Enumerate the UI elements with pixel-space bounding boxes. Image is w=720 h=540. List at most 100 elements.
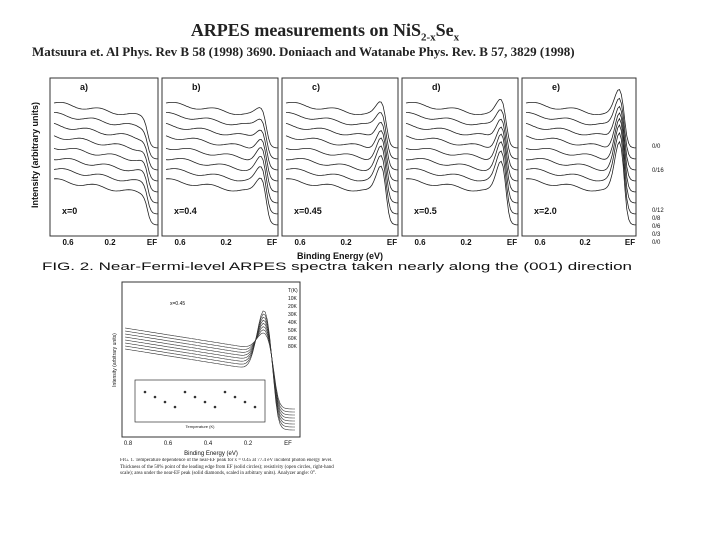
caption-box: FIG. 1. Temperature dependence of the ne… xyxy=(120,458,334,476)
x-tick-label: EF xyxy=(507,238,517,247)
spectrum-curve xyxy=(166,112,279,160)
spectrum-curve xyxy=(124,313,295,428)
panel-tag: a) xyxy=(80,82,88,92)
title-sub: x xyxy=(453,31,460,44)
spectrum-curve xyxy=(525,124,637,204)
spectrum-curve xyxy=(405,160,519,226)
spectrum-curve xyxy=(285,155,399,215)
spectrum-curve xyxy=(526,97,637,160)
panel-label: x=0.45 xyxy=(294,206,322,216)
temperature-label: 30K xyxy=(288,312,298,318)
temperature-label: 20K xyxy=(288,304,298,310)
spectrum-curve xyxy=(525,117,637,193)
x-tick-label: 0.2 xyxy=(104,238,116,247)
temperature-label: T(K) xyxy=(288,288,298,294)
panel-frame xyxy=(281,77,399,237)
temperature-label: 40K xyxy=(288,320,298,326)
spectrum-curve xyxy=(53,158,159,204)
spectrum-curve xyxy=(124,316,295,425)
spectrum-curve xyxy=(165,177,279,226)
angle-label: 0/16 xyxy=(652,168,664,174)
x-tick-label: 0.6 xyxy=(534,238,546,247)
spectrum-curve xyxy=(405,133,519,193)
x-tick-label: 0.2 xyxy=(460,238,472,247)
spectrum-curve xyxy=(124,323,295,419)
spectrum-curve xyxy=(165,102,279,149)
x-tick-label: 0.6 xyxy=(62,238,74,247)
spectrum-curve xyxy=(525,140,637,226)
temperature-label: 80K xyxy=(288,344,298,350)
spectrum-curve xyxy=(124,326,295,416)
angle-label: 0/12 xyxy=(652,208,664,214)
spectrum-curve xyxy=(286,112,399,160)
spectrum-curve xyxy=(53,135,159,182)
inset-x-label: Temperature (K) xyxy=(186,424,216,429)
spectrum-curve xyxy=(165,135,279,182)
spectrum-curve xyxy=(53,178,159,226)
x-tick-label: EF xyxy=(387,238,397,247)
x-tick-label: EF xyxy=(267,238,277,247)
spectrum-curve xyxy=(124,327,295,410)
inset-point xyxy=(203,400,207,404)
plot-frame xyxy=(121,281,301,438)
inset-point xyxy=(253,405,257,409)
spectrum-curve xyxy=(285,101,399,149)
caption: FIG. 1. Temperature dependence of the ne… xyxy=(120,458,334,476)
y-label: Intensity (arbitrary units) xyxy=(112,333,118,387)
panel-tag: b) xyxy=(192,82,201,92)
inset-frame xyxy=(134,379,266,423)
y-label: Intensity (arbitrary units) xyxy=(30,102,40,208)
spectrum-curve xyxy=(525,105,637,171)
spectrum-curve xyxy=(405,141,519,204)
title-sub: 2-x xyxy=(421,31,436,44)
inset-point xyxy=(243,400,247,404)
angle-label: 0/0 xyxy=(652,240,661,246)
x-label: Binding Energy (eV) xyxy=(297,251,383,261)
x-tick-label: 0.2 xyxy=(579,238,591,247)
panel-frame xyxy=(521,77,637,237)
inset-point xyxy=(233,395,237,399)
temperature-label: 10K xyxy=(288,296,298,302)
citation: Matsuura et. Al Phys. Rev B 58 (1998) 36… xyxy=(32,44,575,59)
spectrum-curve xyxy=(54,112,159,160)
spectrum-curve xyxy=(165,123,279,171)
panel-label: x=0.5 xyxy=(414,206,437,216)
spectrum-curve xyxy=(53,168,159,215)
spectrum-curve xyxy=(285,121,399,171)
x-tick-label: 0.2 xyxy=(220,238,232,247)
panel-tag: c) xyxy=(312,82,320,92)
caption: FIG. 2. Near-Fermi-level ARPES spectra t… xyxy=(42,261,632,273)
x-tick-label: EF xyxy=(147,238,157,247)
spectrum-curve xyxy=(285,165,399,226)
spectrum-curve xyxy=(525,131,637,215)
spectrum-curve xyxy=(405,150,519,215)
temperature-label: 50K xyxy=(288,328,298,334)
x-label: Binding Energy (eV) xyxy=(184,451,238,457)
x-tick-label: 0.6 xyxy=(164,441,173,447)
inset-point xyxy=(213,405,217,409)
title-text: ARPES measurements on NiS xyxy=(190,20,421,40)
panel-label: x=2.0 xyxy=(534,206,557,216)
angle-label: 0/3 xyxy=(652,232,661,238)
panel-label: x=0.4 xyxy=(174,206,197,216)
inset-point xyxy=(183,390,187,394)
x-tick-label: 0.2 xyxy=(340,238,352,247)
spectrum-curve xyxy=(285,137,399,193)
panel-label: x=0 xyxy=(62,206,77,216)
inset-point xyxy=(173,405,177,409)
spectrum-curve xyxy=(124,310,295,431)
inset-point xyxy=(193,395,197,399)
panel-frame xyxy=(401,77,519,237)
spectrum-curve xyxy=(53,148,159,193)
angle-label: 0/8 xyxy=(652,216,661,222)
panel-tag: d) xyxy=(432,82,441,92)
angle-label: 0/0 xyxy=(652,144,661,150)
x-tick-label: 0.6 xyxy=(174,238,186,247)
x-tick-label: 0.2 xyxy=(244,441,253,447)
spectrum-curve xyxy=(53,123,159,171)
inset-point xyxy=(163,400,167,404)
x-tick-label: 0.6 xyxy=(414,238,426,247)
title: ARPES measurements on NiS2-xSex xyxy=(0,20,650,44)
